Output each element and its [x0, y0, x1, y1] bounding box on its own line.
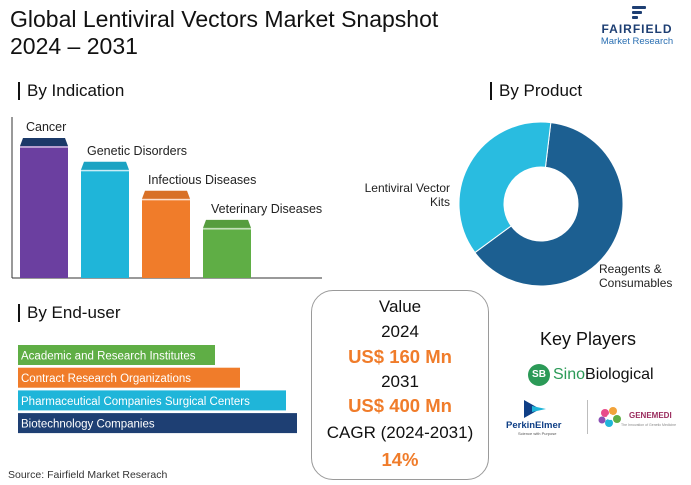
value-heading: Value	[378, 297, 422, 316]
end-user-label: Contract Research Organizations	[21, 373, 191, 385]
product-label-kits: Lentiviral Vector Kits	[365, 181, 450, 209]
title-line-1: Global Lentiviral Vectors Market Snapsho…	[10, 6, 439, 32]
perkinelmer-tagline: Science with Purpose	[518, 431, 557, 436]
indication-bar	[203, 227, 251, 278]
end-user-bar	[18, 413, 297, 434]
indication-bar-cap	[81, 161, 129, 170]
product-label-reagents: Reagents & Consumables	[599, 262, 672, 290]
end-user-label: Academic and Research Institutes	[21, 351, 196, 363]
value-2024: US$ 160 Mn	[348, 346, 452, 367]
indication-bar	[142, 198, 190, 278]
indication-bar-cap	[20, 138, 68, 146]
product-slice	[458, 121, 552, 254]
section-by-end-user: By End-user	[18, 304, 121, 322]
end-user-bar	[18, 390, 286, 411]
perkinelmer-text: PerkinElmer	[506, 420, 562, 431]
value-year-2024: 2024	[381, 322, 419, 341]
cagr-value: 14%	[381, 449, 419, 470]
genemedi-tagline: The Innovation of Genetic Medicine	[621, 423, 677, 427]
indication-bar-chart: Cancer Genetic Disorders Infectious Diseas…	[11, 117, 322, 279]
logo-divider	[587, 400, 588, 434]
perkinelmer-logo: PerkinElmer Science with Purpose	[506, 398, 584, 438]
indication-bar-cap	[203, 219, 251, 228]
indication-label: Veterinary Diseases	[211, 202, 322, 216]
indication-label: Infectious Diseases	[148, 173, 256, 187]
end-user-bar	[18, 367, 240, 388]
fairfield-logo: FAIRFIELD Market Research	[588, 6, 686, 48]
source-note: Source: Fairfield Market Reserach	[8, 469, 168, 481]
genemedi-mark-icon	[598, 407, 621, 427]
end-user-bar	[18, 345, 215, 365]
indication-label: Cancer	[26, 120, 66, 134]
indication-bar-cap	[142, 190, 190, 199]
section-by-indication: By Indication	[18, 82, 124, 100]
indication-label: Genetic Disorders	[87, 144, 187, 158]
value-year-2031: 2031	[381, 372, 419, 391]
indication-bar	[20, 146, 68, 278]
value-card: Value 2024 US$ 160 Mn 2031 US$ 400 Mn CA…	[311, 290, 489, 480]
logo-brand: FAIRFIELD	[601, 22, 673, 36]
cagr-label: CAGR (2024-2031)	[326, 423, 474, 442]
genemedi-logo: GENEMEDI The Innovation of Genetic Medic…	[595, 403, 685, 433]
product-donut-chart: Reagents & Consumables Lentiviral Vector Ki…	[365, 121, 672, 290]
genemedi-text: GENEMEDI	[629, 411, 672, 420]
page-title: Global Lentiviral Vectors Market Snapsho…	[10, 6, 438, 60]
logo-subtitle: Market Research	[600, 36, 674, 47]
sino-text: Sino	[553, 366, 586, 383]
end-user-label: Pharmaceutical Companies Surgical Center…	[21, 396, 250, 408]
end-user-bar-chart: Academic and Research Institutes Contract…	[18, 345, 297, 434]
key-players-heading: Key Players	[540, 329, 637, 349]
sino-badge-icon: SB	[528, 364, 550, 386]
fairfield-mark-icon	[632, 6, 646, 20]
value-2031: US$ 400 Mn	[348, 395, 452, 416]
indication-bar	[81, 169, 129, 278]
product-slice	[474, 122, 624, 287]
end-user-label: Biotechnology Companies	[21, 419, 155, 431]
biological-text: Biological	[585, 366, 654, 383]
section-by-product: By Product	[490, 82, 582, 100]
perkinelmer-mark-icon	[524, 400, 546, 418]
title-line-2: 2024 – 2031	[10, 33, 138, 59]
